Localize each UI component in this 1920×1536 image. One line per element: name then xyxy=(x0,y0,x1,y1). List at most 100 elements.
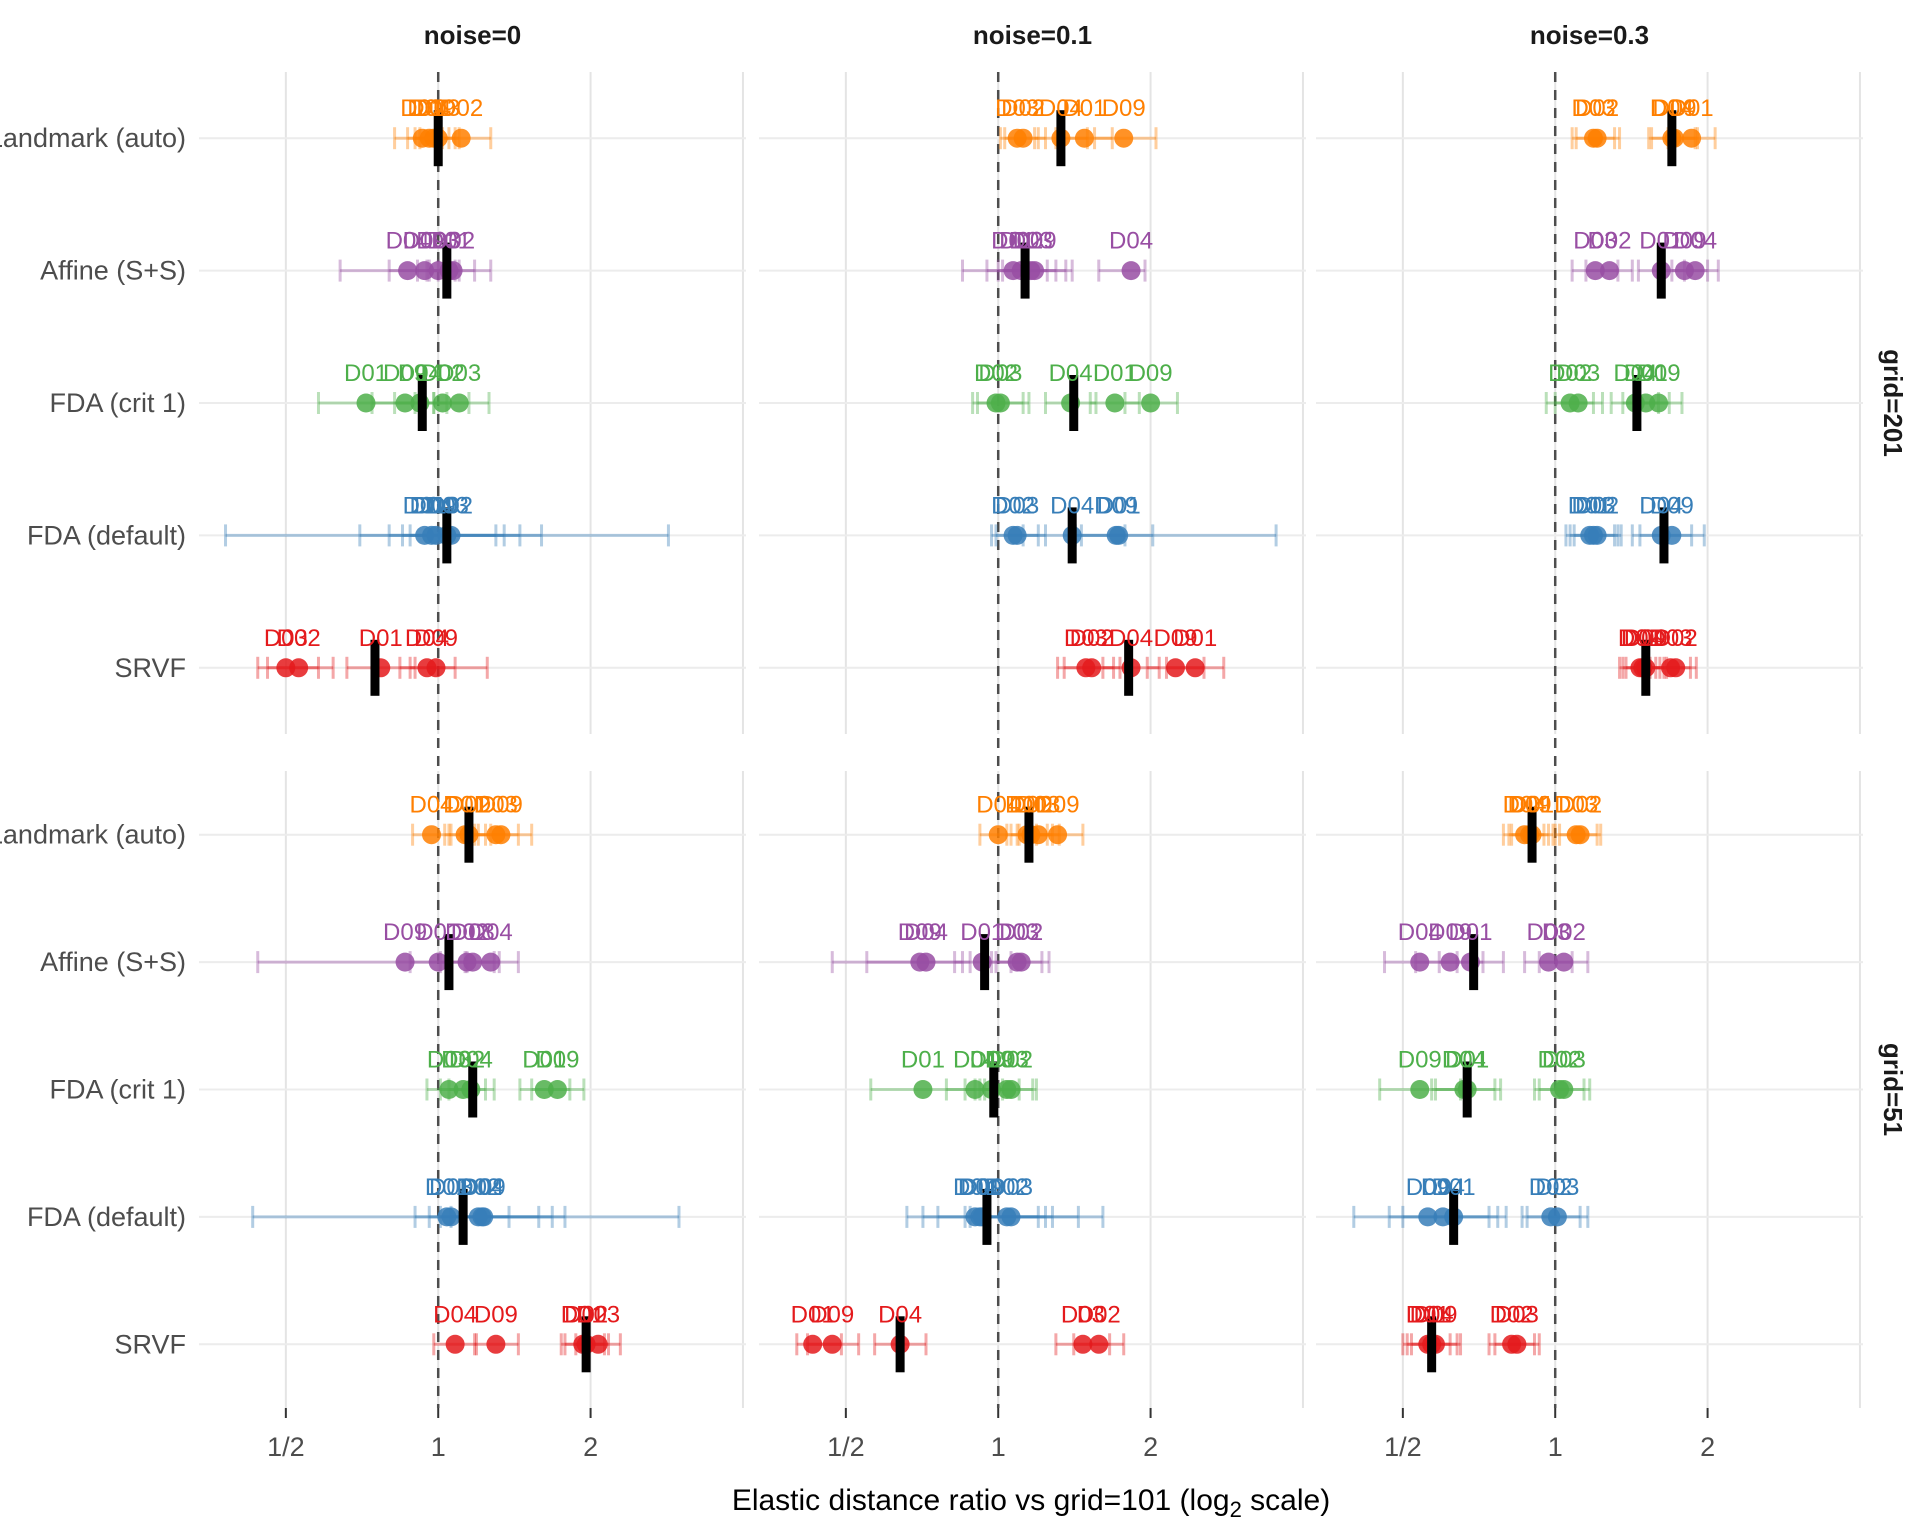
median-bar xyxy=(468,1061,478,1118)
y-axis-label: SRVF xyxy=(114,1329,186,1359)
data-point-label: D09 xyxy=(1652,95,1696,122)
data-point-label: D01 xyxy=(344,360,388,387)
data-point-label: D01 xyxy=(561,1301,605,1328)
facet-strip-grid: grid=51 xyxy=(1878,1043,1908,1136)
median-bar xyxy=(982,1188,992,1245)
y-axis-label: FDA (crit 1) xyxy=(49,388,186,418)
data-point-label: D02 xyxy=(1654,625,1698,652)
data-point xyxy=(1001,1080,1021,1099)
data-point-label: D01 xyxy=(1448,919,1492,946)
median-bar xyxy=(458,1188,468,1245)
data-point-label: D04 xyxy=(407,95,451,122)
data-point xyxy=(451,128,471,148)
data-point-label: D02 xyxy=(1575,492,1619,519)
data-point-label: D04 xyxy=(410,492,454,519)
data-point-label: D01 xyxy=(416,919,460,946)
data-point xyxy=(449,393,469,413)
data-point xyxy=(1410,952,1430,972)
data-point-label: D04 xyxy=(1503,792,1547,819)
data-point-label: D09 xyxy=(1662,228,1706,255)
data-point-label: D09 xyxy=(1624,625,1668,652)
data-point xyxy=(803,1334,823,1354)
y-axis-label: FDA (default) xyxy=(27,520,186,550)
median-bar xyxy=(581,1316,591,1373)
series-FDA (default): D04D01D09D02D03 xyxy=(905,1174,1105,1245)
median-bar xyxy=(1427,1316,1437,1373)
data-point xyxy=(1587,128,1607,148)
series-Affine (S+S): D09D04 D01D03D02 xyxy=(830,919,1051,991)
y-axis-label: FDA (crit 1) xyxy=(49,1075,186,1105)
data-point xyxy=(486,1334,506,1354)
data-point-label: D03 xyxy=(416,95,460,122)
data-point-label: D02 xyxy=(1001,95,1045,122)
data-point-label: D03 xyxy=(427,1047,471,1074)
median-bar xyxy=(1024,806,1034,863)
data-point-label: D03 xyxy=(429,1174,473,1201)
data-point xyxy=(415,261,435,281)
data-point-label: D09 xyxy=(1650,492,1694,519)
data-point-label: D09 xyxy=(970,1047,1014,1074)
data-point-label: D09 xyxy=(414,492,458,519)
series-Affine (S+S): D03D02 D01D09D04 xyxy=(1570,228,1720,299)
data-point-label: D04 xyxy=(1049,360,1093,387)
y-axis-label: Affine (S+S) xyxy=(40,256,186,286)
x-tick-label: 1 xyxy=(1548,1432,1563,1462)
data-point xyxy=(916,952,936,972)
median-bar xyxy=(895,1316,905,1373)
data-point-label: D04 xyxy=(953,1174,997,1201)
series-FDA (default): D01D03D02D04D09 xyxy=(251,1174,681,1245)
data-point-label: D01 xyxy=(427,228,471,255)
data-point-label: D09 xyxy=(383,360,427,387)
data-point-label: D04 xyxy=(398,360,442,387)
median-bar xyxy=(1641,639,1651,696)
data-point xyxy=(1410,1080,1430,1099)
data-point xyxy=(1105,393,1125,413)
data-point-label: D03 xyxy=(1556,360,1600,387)
data-point xyxy=(1013,128,1033,148)
data-point-label: D04 xyxy=(904,919,948,946)
series-Landmark (auto): D04D09D01 D03D02 xyxy=(1501,792,1603,863)
series-FDA (crit 1): D01D09D04D02D03 xyxy=(316,360,491,431)
data-point-label: D04 xyxy=(1039,95,1083,122)
data-point-label: D09 xyxy=(1406,1174,1450,1201)
data-point-label: D03 xyxy=(1064,625,1108,652)
data-point-label: D03 xyxy=(1571,95,1615,122)
median-bar xyxy=(442,242,452,299)
y-axis-label: Affine (S+S) xyxy=(40,947,186,977)
data-point-label: D09 xyxy=(1508,792,1552,819)
median-bar xyxy=(1462,1061,1472,1118)
data-point xyxy=(588,1334,608,1354)
data-point-label: D02 xyxy=(456,1174,500,1201)
data-point-label: D02 xyxy=(985,1174,1029,1201)
y-axis-label: FDA (default) xyxy=(27,1202,186,1232)
data-point xyxy=(1028,825,1048,845)
data-point xyxy=(1073,1334,1093,1354)
median-bar xyxy=(370,639,380,696)
data-point-label: D09 xyxy=(414,625,458,652)
data-point-label: D01 xyxy=(425,1174,469,1201)
data-point-label: D09 xyxy=(898,919,942,946)
data-point-label: D03 xyxy=(1571,492,1615,519)
data-point-label: D04 xyxy=(1650,95,1694,122)
data-point-label: D03 xyxy=(1061,1301,1105,1328)
series-FDA (default): D01D04D09D03D02 xyxy=(224,492,670,564)
data-point-label: D02 xyxy=(1070,625,1114,652)
data-point-label: D03 xyxy=(1009,228,1053,255)
data-point xyxy=(1109,525,1129,545)
data-point-label: D03 xyxy=(1495,1301,1539,1328)
series-Affine (S+S): D09D01D02D03D04 xyxy=(256,919,520,991)
data-point-label: D09 xyxy=(474,1301,518,1328)
data-point xyxy=(445,1334,465,1354)
data-point xyxy=(289,658,309,678)
data-point xyxy=(474,1207,494,1227)
data-point-label: D09 xyxy=(403,228,447,255)
data-point xyxy=(1507,1334,1527,1354)
data-point xyxy=(1089,1334,1109,1354)
